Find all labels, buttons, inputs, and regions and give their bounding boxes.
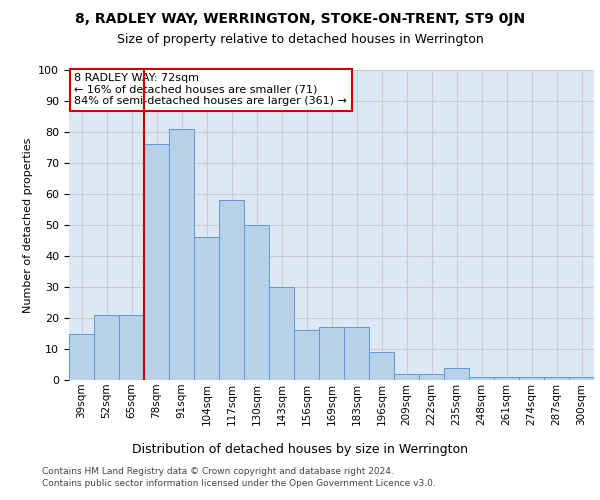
Bar [194,238,219,380]
Bar [494,377,519,380]
Bar [569,377,594,380]
Bar [519,377,544,380]
Bar [544,377,569,380]
Bar [444,368,469,380]
Bar [269,287,294,380]
Bar [244,225,269,380]
Text: 8 RADLEY WAY: 72sqm
← 16% of detached houses are smaller (71)
84% of semi-detach: 8 RADLEY WAY: 72sqm ← 16% of detached ho… [74,73,347,106]
Bar [169,129,194,380]
Bar [469,377,494,380]
Text: Contains public sector information licensed under the Open Government Licence v3: Contains public sector information licen… [42,479,436,488]
Bar [119,315,144,380]
Text: Size of property relative to detached houses in Werrington: Size of property relative to detached ho… [116,32,484,46]
Bar [294,330,319,380]
Bar [344,328,369,380]
Text: Distribution of detached houses by size in Werrington: Distribution of detached houses by size … [132,442,468,456]
Bar [419,374,444,380]
Bar [219,200,244,380]
Text: 8, RADLEY WAY, WERRINGTON, STOKE-ON-TRENT, ST9 0JN: 8, RADLEY WAY, WERRINGTON, STOKE-ON-TREN… [75,12,525,26]
Bar [69,334,94,380]
Bar [319,328,344,380]
Bar [394,374,419,380]
Text: Contains HM Land Registry data © Crown copyright and database right 2024.: Contains HM Land Registry data © Crown c… [42,468,394,476]
Bar [94,315,119,380]
Bar [369,352,394,380]
Bar [144,144,169,380]
Y-axis label: Number of detached properties: Number of detached properties [23,138,33,312]
